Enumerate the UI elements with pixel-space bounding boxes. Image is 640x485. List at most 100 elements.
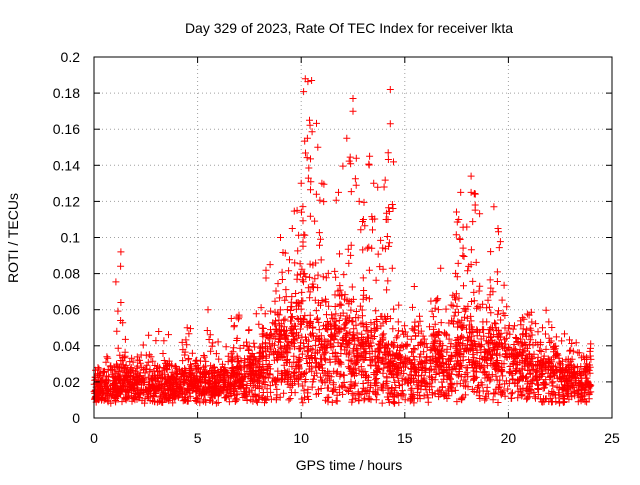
data-point-marker: [347, 241, 355, 249]
data-point-marker: [263, 331, 271, 339]
data-point-marker: [315, 229, 323, 237]
data-point-marker: [439, 342, 447, 350]
data-point-marker: [222, 343, 230, 351]
data-point-marker: [280, 389, 288, 397]
data-point-marker: [236, 344, 244, 352]
data-point-marker: [375, 359, 383, 367]
data-point-marker: [352, 308, 360, 315]
data-point-marker: [288, 313, 296, 321]
data-point-marker: [102, 358, 110, 366]
data-point-marker: [134, 356, 142, 364]
data-point-marker: [153, 383, 161, 390]
data-point-marker: [318, 355, 325, 363]
data-point-marker: [517, 321, 525, 329]
data-point-marker: [397, 359, 405, 367]
data-point-marker: [229, 348, 237, 356]
data-point-marker: [292, 290, 300, 297]
data-point-marker: [575, 377, 583, 385]
data-point-marker: [303, 348, 311, 356]
data-point-marker: [497, 333, 505, 341]
data-point-marker: [500, 360, 508, 368]
data-point-marker: [415, 322, 422, 330]
data-point-marker: [323, 375, 331, 383]
data-point-marker: [197, 357, 204, 365]
data-point-marker: [453, 273, 461, 281]
data-point-marker: [360, 287, 368, 294]
data-point-marker: [358, 306, 366, 314]
data-point-marker: [300, 278, 307, 286]
y-tick-label: 0.12: [53, 193, 80, 209]
data-point-marker: [113, 327, 121, 335]
data-point-marker: [105, 386, 112, 394]
data-point-marker: [243, 364, 251, 372]
data-point-marker: [375, 344, 383, 352]
data-point-marker: [323, 311, 330, 319]
data-point-marker: [117, 382, 124, 390]
data-point-marker: [317, 373, 324, 381]
data-point-marker: [112, 278, 120, 286]
data-point-marker: [259, 325, 267, 332]
data-point-marker: [394, 366, 401, 374]
data-point-marker: [299, 382, 307, 390]
data-point-marker: [157, 392, 165, 400]
data-point-marker: [493, 346, 501, 354]
data-point-marker: [575, 349, 583, 357]
data-point-marker: [343, 312, 351, 320]
data-point-marker: [416, 312, 423, 320]
data-point-marker: [206, 397, 214, 404]
data-point-marker: [245, 343, 253, 351]
data-point-marker: [203, 327, 211, 334]
data-point-marker: [559, 385, 567, 393]
data-point-marker: [467, 246, 475, 254]
data-point-marker: [433, 359, 441, 367]
data-point-marker: [95, 382, 103, 390]
data-point-marker: [272, 325, 280, 333]
y-tick-label: 0.08: [53, 266, 80, 282]
data-point-marker: [267, 330, 275, 338]
data-point-marker: [126, 358, 134, 366]
data-point-marker: [528, 318, 536, 326]
data-point-marker: [562, 377, 570, 385]
data-point-marker: [207, 362, 215, 370]
data-point-marker: [317, 341, 325, 348]
data-point-marker: [152, 337, 160, 345]
data-point-marker: [187, 361, 194, 369]
data-point-marker: [276, 294, 284, 302]
data-point-marker: [471, 190, 479, 198]
data-point-marker: [121, 348, 129, 356]
data-point-marker: [489, 359, 497, 367]
data-point-marker: [525, 332, 533, 340]
data-point-marker: [335, 388, 343, 396]
data-point-marker: [548, 356, 555, 364]
data-point-marker: [382, 315, 389, 323]
data-point-marker: [431, 304, 439, 312]
data-point-marker: [560, 384, 568, 392]
data-point-marker: [262, 343, 269, 351]
data-point-marker: [172, 388, 180, 396]
data-point-marker: [465, 356, 473, 364]
data-point-marker: [403, 359, 411, 367]
data-point-marker: [473, 326, 481, 334]
x-tick-label: 15: [397, 430, 413, 446]
data-point-marker: [309, 346, 317, 354]
data-point-marker: [522, 341, 530, 349]
data-point-marker: [539, 324, 546, 332]
data-point-marker: [149, 376, 157, 384]
data-point-marker: [445, 335, 453, 343]
data-point-marker: [447, 343, 455, 351]
data-point-marker: [212, 350, 220, 358]
data-point-marker: [222, 367, 230, 375]
data-point-marker: [234, 354, 242, 362]
data-point-marker: [525, 311, 533, 319]
data-point-marker: [460, 282, 467, 290]
data-point-marker: [179, 373, 187, 380]
data-point-marker: [321, 379, 329, 387]
data-point-marker: [348, 318, 356, 326]
data-point-marker: [299, 242, 307, 250]
data-point-marker: [390, 158, 397, 166]
data-point-marker: [297, 305, 305, 313]
data-point-marker: [452, 231, 460, 239]
data-point-marker: [337, 358, 345, 366]
data-point-marker: [538, 398, 546, 406]
data-point-marker: [304, 392, 311, 400]
